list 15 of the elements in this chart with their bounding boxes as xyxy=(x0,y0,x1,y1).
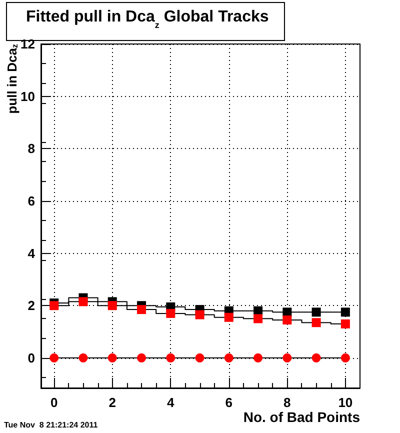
y-tick-label: 2 xyxy=(28,298,35,314)
x-axis-title: No. of Bad Points xyxy=(243,409,360,425)
y-axis-title: pull in Dcaz xyxy=(4,44,20,114)
y-tick-label: 4 xyxy=(28,246,36,261)
text: Tue Nov 8 21:21:24 2011 xyxy=(4,420,98,430)
x-tick-label: 8 xyxy=(284,395,291,410)
y-tick-label: 10 xyxy=(20,88,35,104)
y-tick-label: 0 xyxy=(28,350,35,366)
x-tick-label: 10 xyxy=(338,395,353,410)
y-tick-label: 8 xyxy=(28,141,35,156)
x-tick-label: 0 xyxy=(50,395,58,410)
x-tick-label: 2 xyxy=(108,395,116,410)
x-tick-label: 4 xyxy=(167,395,176,410)
x-tick-label: 6 xyxy=(225,395,233,410)
y-tick-label: 6 xyxy=(28,193,35,208)
